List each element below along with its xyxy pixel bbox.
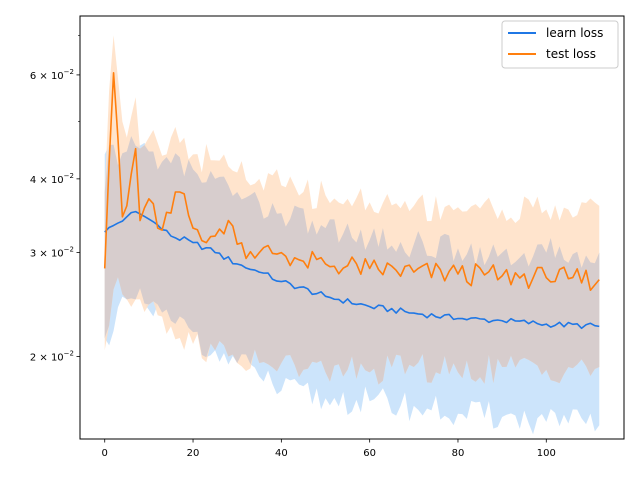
y-axis: 2 × 10−2 3 × 10−2 4 × 10−2 6 × 10−2 bbox=[30, 35, 80, 364]
legend-label-test-loss: test loss bbox=[546, 47, 596, 61]
confidence-bands bbox=[104, 35, 600, 435]
overlap-band bbox=[104, 136, 600, 385]
y-tick-label: 2 × 10−2 bbox=[30, 350, 74, 364]
learn-loss-line bbox=[104, 210, 600, 330]
y-tick-label: 6 × 10−2 bbox=[30, 68, 74, 82]
x-tick-label: 40 bbox=[275, 448, 288, 459]
x-tick-label: 60 bbox=[363, 448, 376, 459]
legend: learn loss test loss bbox=[501, 20, 619, 69]
x-tick-label: 80 bbox=[452, 448, 465, 459]
x-tick-label: 20 bbox=[187, 448, 200, 459]
x-tick-label: 0 bbox=[102, 448, 108, 459]
plot-frame bbox=[79, 15, 625, 440]
x-tick-label: 100 bbox=[537, 448, 556, 459]
y-tick-label: 3 × 10−2 bbox=[30, 246, 74, 260]
series-lines bbox=[103, 71, 600, 330]
x-axis: 0 20 40 60 80 100 bbox=[102, 439, 556, 459]
y-tick-label: 4 × 10−2 bbox=[30, 172, 74, 186]
test-loss-line bbox=[103, 71, 600, 292]
legend-label-learn-loss: learn loss bbox=[546, 26, 603, 40]
